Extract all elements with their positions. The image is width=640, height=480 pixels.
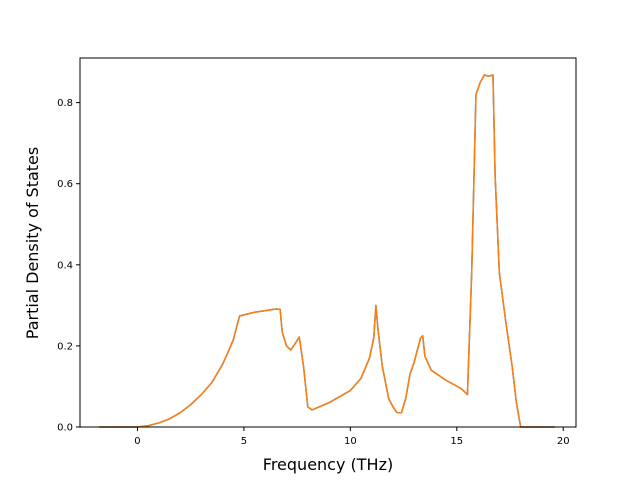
y-tick-label: 0.8 [57,98,73,109]
x-tick-label: 0 [134,436,140,447]
x-axis-ticks: 0 5 10 15 20 [134,427,570,447]
axes-frame [79,57,577,428]
series-line-1 [99,74,555,428]
plot-area [99,74,555,428]
x-tick-label: 20 [557,436,570,447]
x-tick-label: 15 [450,436,463,447]
y-axis-ticks: 0.0 0.2 0.4 0.6 0.8 [57,98,80,434]
x-axis-label: Frequency (THz) [263,455,393,474]
y-tick-label: 0.4 [57,260,73,271]
x-tick-label: 10 [344,436,357,447]
y-tick-label: 0.6 [57,179,73,190]
y-tick-label: 0.0 [57,423,73,434]
y-axis-label: Partial Density of States [23,147,42,339]
series-line-2 [99,74,555,428]
x-tick-label: 5 [241,436,247,447]
y-tick-label: 0.2 [57,341,73,352]
